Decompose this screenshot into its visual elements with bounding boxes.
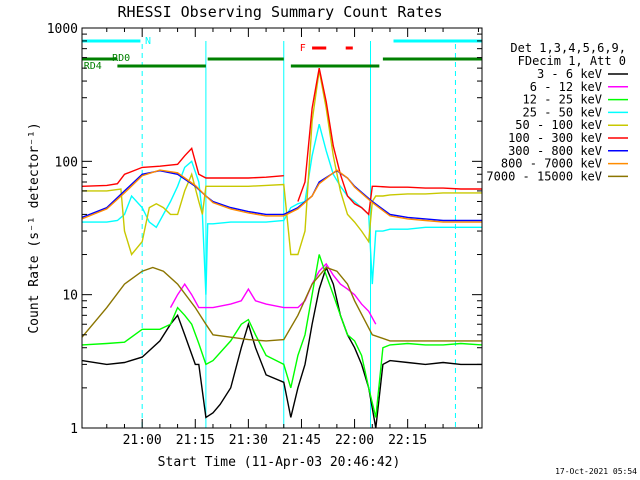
legend-entry-label: 100 - 300 keV: [508, 131, 602, 145]
footer-timestamp: 17-Oct-2021 05:54: [555, 467, 637, 476]
legend-header-line-1: Det 1,3,4,5,6,9,: [510, 41, 626, 55]
legend-entry-label: 800 - 7000 keV: [501, 157, 602, 171]
chart-title: RHESSI Observing Summary Count Rates: [117, 3, 442, 21]
x-tick-label: 21:45: [282, 433, 321, 448]
tick-layer: 21:00 21:15 21:30 21:45 22:00 22:15 1 10 100 1000: [47, 22, 482, 448]
y-axis-label: Count Rate (s⁻¹ detector⁻¹): [27, 122, 42, 333]
series-line-6: [81, 67, 482, 216]
series-layer: [81, 67, 483, 429]
series-line-7: [81, 169, 482, 222]
series-line-4: [82, 124, 482, 295]
series-line-2: [169, 262, 377, 325]
night-label: N: [145, 36, 151, 47]
legend-entry-label: 6 - 12 keV: [530, 80, 602, 94]
saa-label: RD0: [112, 53, 130, 64]
legend-entry-label: 25 - 50 keV: [523, 105, 602, 119]
y-tick-label: 10: [62, 289, 78, 304]
y-tick-label: 1: [70, 422, 78, 437]
legend-entry-label: 7000 - 15000 keV: [486, 169, 602, 183]
rd4-label: RD4: [84, 61, 102, 72]
legend-entry-label: 50 - 100 keV: [515, 118, 602, 132]
annotation-layer: N RD0 RD4 F: [82, 36, 482, 428]
x-tick-label: 21:15: [176, 433, 215, 448]
x-axis-label: Start Time (11-Apr-03 20:46:42): [158, 455, 401, 470]
x-tick-label: 22:15: [388, 433, 427, 448]
x-tick-label: 21:30: [229, 433, 268, 448]
legend-entry-label: 12 - 25 keV: [523, 93, 602, 107]
series-line-3: [81, 254, 483, 418]
plot-frame: [81, 27, 483, 429]
legend-entry-label: 3 - 6 keV: [537, 67, 602, 81]
series-line-1: [81, 265, 482, 429]
x-tick-label: 22:00: [335, 433, 374, 448]
series-line-5: [82, 70, 482, 256]
legend: Det 1,3,4,5,6,9, FDecim 1, Att 0 3 - 6 k…: [486, 41, 628, 183]
series-line-9: [81, 266, 482, 342]
legend-header-line-2: FDecim 1, Att 0: [518, 54, 626, 68]
x-tick-label: 21:00: [123, 433, 162, 448]
flare-label: F: [300, 43, 306, 54]
y-tick-label: 1000: [47, 22, 78, 37]
legend-entry-label: 300 - 800 keV: [508, 144, 602, 158]
series-line-8: [81, 169, 482, 223]
y-tick-label: 100: [55, 155, 78, 170]
